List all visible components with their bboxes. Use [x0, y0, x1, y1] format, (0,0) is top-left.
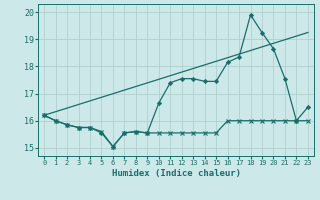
- X-axis label: Humidex (Indice chaleur): Humidex (Indice chaleur): [111, 169, 241, 178]
